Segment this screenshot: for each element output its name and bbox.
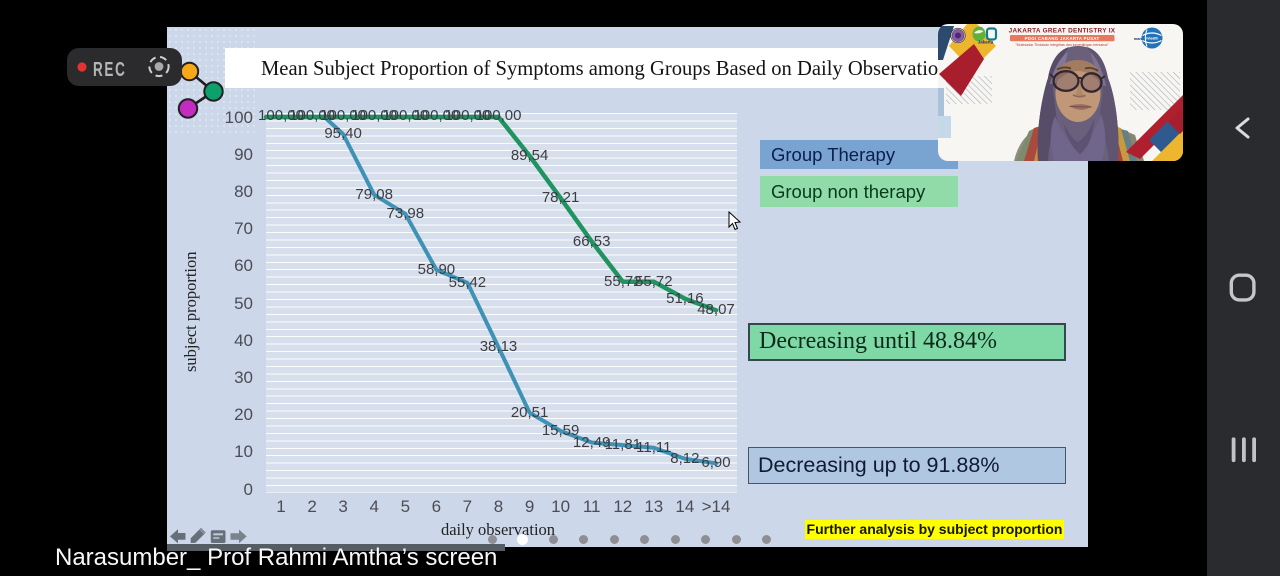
- svg-text:inhealth: inhealth: [1146, 36, 1159, 40]
- svg-text:REC: REC: [93, 57, 126, 81]
- svg-text:"Mulesadar Tindakan Integritas: "Mulesadar Tindakan Integritas dan kepen…: [1015, 43, 1109, 47]
- svg-text:Jakarta: Jakarta: [978, 40, 994, 45]
- svg-text:mand: mand: [1134, 37, 1145, 41]
- svg-text:PDGI CABANG JAKARTA PUSAT: PDGI CABANG JAKARTA PUSAT: [1025, 36, 1100, 41]
- svg-text:JAKARTA GREAT DENTISTRY IX: JAKARTA GREAT DENTISTRY IX: [1009, 28, 1116, 35]
